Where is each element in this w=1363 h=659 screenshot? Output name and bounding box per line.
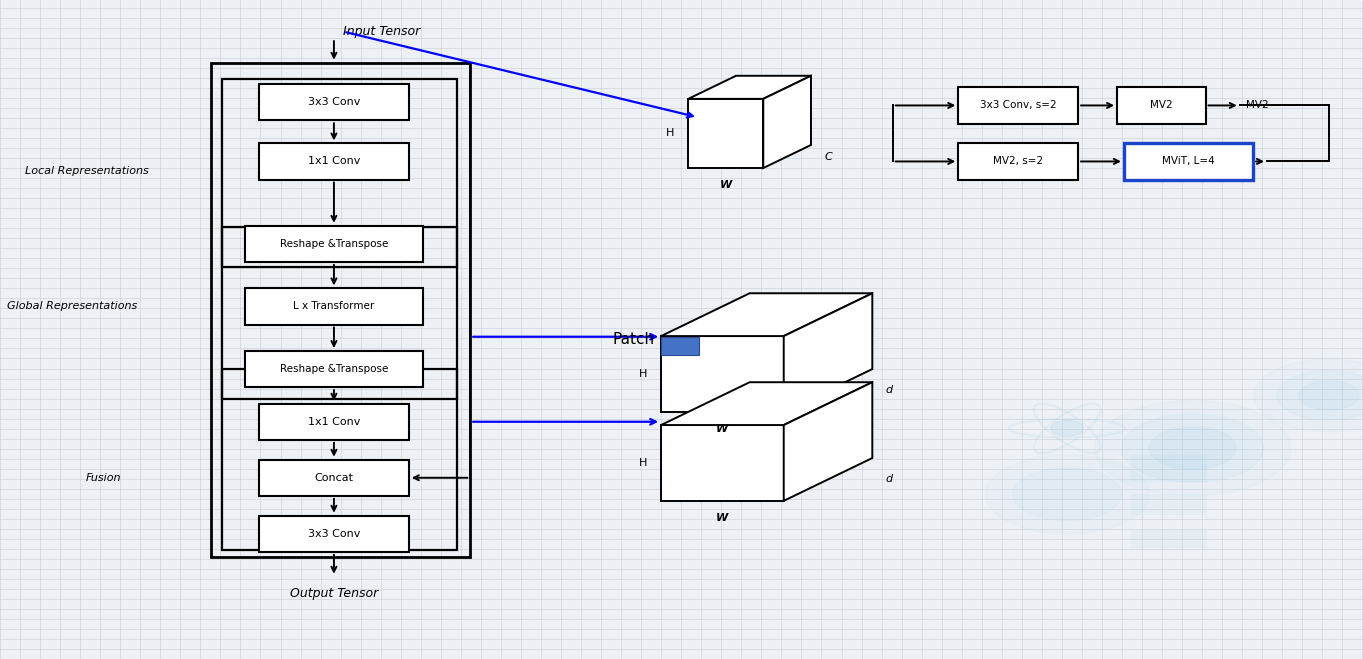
Text: MV2: MV2 [1150,100,1172,111]
Bar [222,369,457,550]
Polygon shape [688,99,763,168]
Bar [259,84,409,120]
Circle shape [1094,401,1291,496]
Text: W: W [717,513,728,523]
Text: Local Representations: Local Representations [25,166,149,177]
Text: MV2, s=2: MV2, s=2 [994,156,1043,167]
Bar [958,87,1078,124]
Circle shape [1051,420,1084,436]
Text: d: d [886,386,893,395]
Text: W: W [717,424,728,434]
Bar [958,143,1078,179]
Bar [1131,455,1206,481]
Text: Concat: Concat [315,473,353,483]
Text: Reshape &Transpose: Reshape &Transpose [279,239,388,249]
Circle shape [1277,370,1363,420]
Polygon shape [661,336,784,412]
Text: MV2: MV2 [1246,100,1269,111]
Polygon shape [661,425,784,501]
Bar [259,403,409,440]
Bar [222,227,457,399]
Bar [661,337,699,355]
Text: 3x3 Conv, s=2: 3x3 Conv, s=2 [980,100,1056,111]
Bar [1123,143,1253,179]
Polygon shape [661,293,872,336]
Polygon shape [763,76,811,168]
Polygon shape [688,76,811,99]
Text: Reshape &Transpose: Reshape &Transpose [279,364,388,374]
Bar [1116,87,1205,124]
Circle shape [1254,359,1363,432]
Text: H: H [639,369,647,379]
Text: MViT, L=4: MViT, L=4 [1163,156,1214,167]
Circle shape [1149,427,1236,469]
Bar [259,143,409,179]
Circle shape [985,455,1149,534]
Circle shape [1122,414,1264,482]
Text: H: H [667,129,675,138]
Text: C: C [825,152,833,161]
Bar [259,460,409,496]
Bar [211,63,470,557]
Bar [1131,530,1206,547]
Text: Global Representations: Global Representations [7,301,138,312]
Text: Patch: Patch [612,332,654,347]
Bar [245,225,423,262]
Bar [1131,494,1206,514]
Circle shape [1299,381,1359,410]
Circle shape [1013,468,1122,521]
Bar [245,351,423,387]
Text: L x Transformer: L x Transformer [293,301,375,312]
Text: 1x1 Conv: 1x1 Conv [308,416,360,427]
Text: Fusion: Fusion [86,473,121,483]
Text: Input Tensor: Input Tensor [343,25,421,38]
Text: 3x3 Conv: 3x3 Conv [308,97,360,107]
Text: d: d [886,474,893,484]
Bar [259,515,409,552]
Polygon shape [784,382,872,501]
Text: Output Tensor: Output Tensor [290,587,378,600]
Text: 3x3 Conv: 3x3 Conv [308,529,360,539]
Bar [245,288,423,324]
Text: 1x1 Conv: 1x1 Conv [308,156,360,167]
Polygon shape [784,293,872,412]
Text: W: W [720,180,732,190]
Bar [222,79,457,267]
Text: H: H [639,458,647,468]
Polygon shape [661,382,872,425]
